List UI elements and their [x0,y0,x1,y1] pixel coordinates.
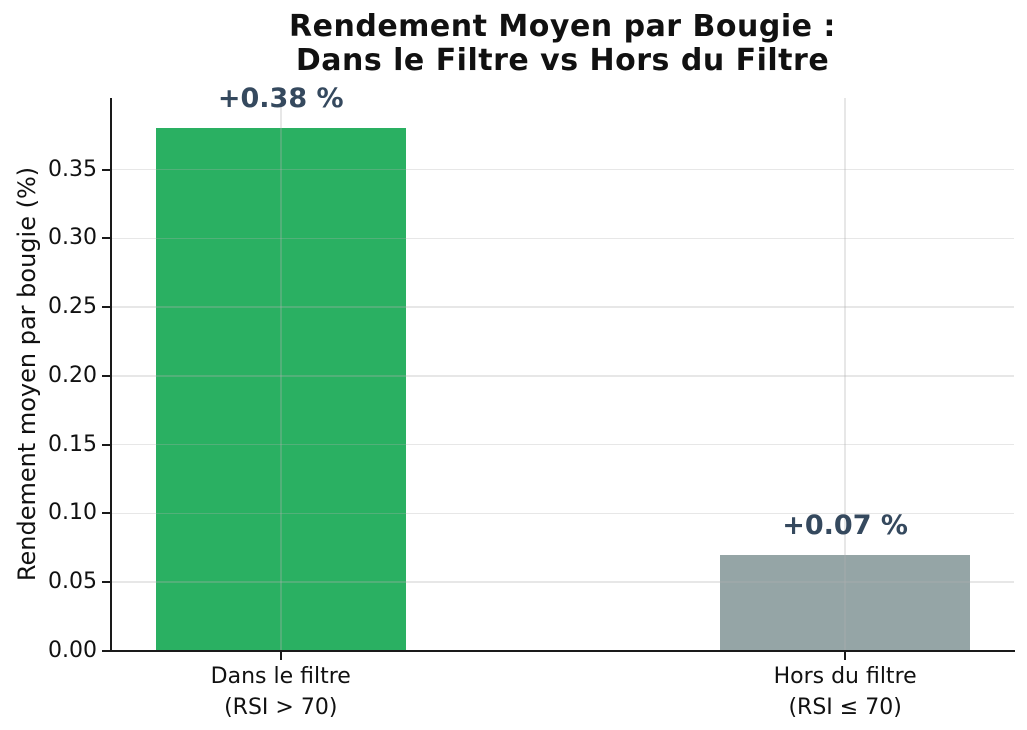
chart-title-line1: Rendement Moyen par Bougie : [289,9,836,44]
y-axis-spine [110,98,112,652]
bar-0 [155,128,406,651]
gridline-y [111,581,1014,583]
y-tick-label: 0.25 [48,294,97,320]
y-tick-mark [102,374,111,377]
y-tick-label: 0.15 [48,431,97,457]
x-tick-label-line1-0: Dans le filtre [210,664,351,689]
y-tick-mark [102,237,111,240]
gridline-y [111,237,1014,240]
gridline-y [111,306,1014,308]
y-tick-mark [102,512,111,515]
y-tick-mark [102,168,111,171]
x-tick-label-line1-1: Hors du filtre [773,664,917,689]
x-tick-mark [844,652,847,660]
y-tick-label: 0.05 [48,569,97,595]
gridline-x [844,98,846,651]
x-tick-label-line2-1: (RSI ≤ 70) [788,695,902,720]
y-tick-mark [102,443,111,446]
x-tick-mark [279,652,282,660]
x-axis-spine [110,650,1015,652]
chart-title: Rendement Moyen par Bougie : Dans le Fil… [111,10,1014,78]
gridline-y [111,512,1014,515]
chart-title-line2: Dans le Filtre vs Hors du Filtre [295,43,830,78]
y-tick-mark [102,581,111,584]
y-tick-label: 0.30 [48,225,97,251]
bar-1 [720,554,971,651]
bar-value-label-1: +0.07 % [782,509,908,541]
y-tick-mark [102,650,111,652]
x-tick-label-line2-0: (RSI > 70) [224,695,338,720]
y-tick-label: 0.00 [48,638,97,663]
gridline-y [111,443,1014,446]
y-tick-label: 0.10 [48,500,97,526]
y-tick-mark [102,306,111,309]
gridline-y [111,375,1014,377]
bar-value-label-0: +0.38 % [217,83,344,115]
y-tick-label: 0.20 [48,362,97,388]
gridline-x [279,98,282,651]
y-tick-label: 0.35 [48,156,97,182]
gridline-y [111,168,1014,171]
